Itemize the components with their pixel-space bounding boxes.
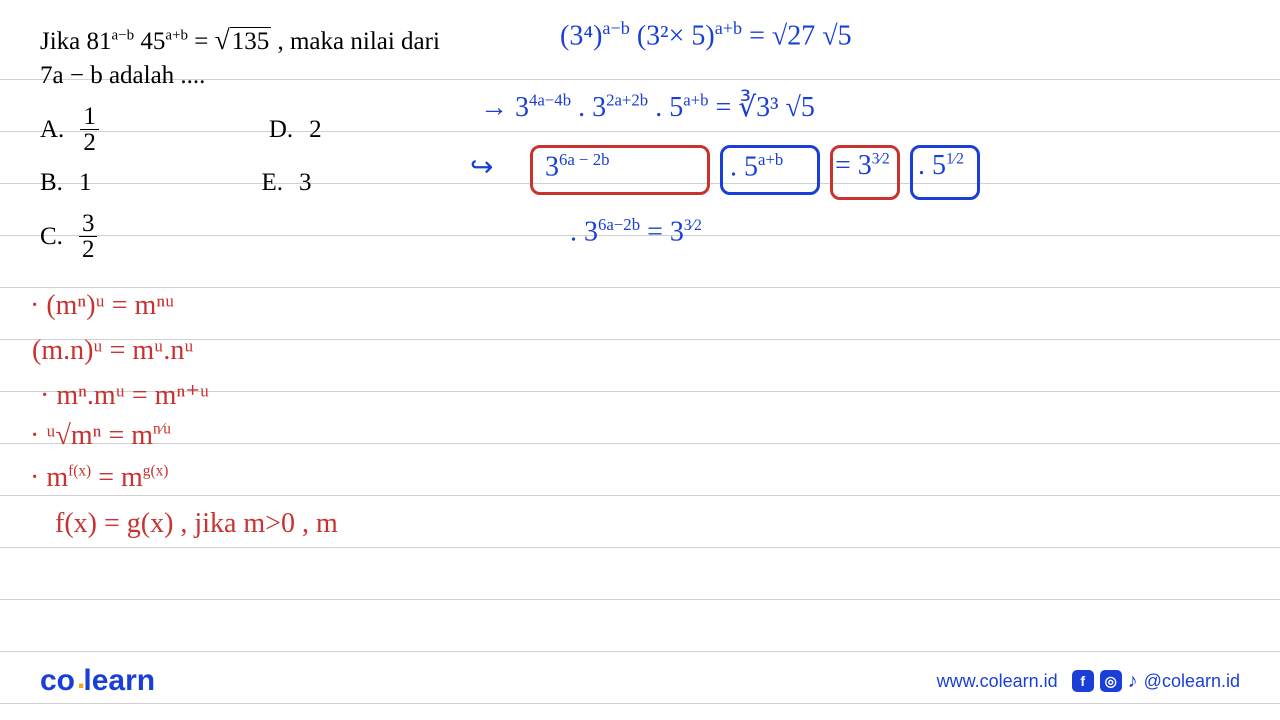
hw1-base: (3⁴) xyxy=(560,20,602,51)
hw-blue-4: . 36a−2b = 33⁄2 xyxy=(570,215,702,248)
brand-logo: co.learn xyxy=(40,664,155,698)
option-a: A. 12 xyxy=(40,104,99,155)
hw-red-1: · (mⁿ)ᵘ = mⁿᵘ xyxy=(30,290,174,322)
hw1-exp: a−b xyxy=(602,18,629,38)
hw5g: 3⁄2 xyxy=(872,151,890,168)
question-line-2: 7a − b adalah .... xyxy=(40,62,1240,90)
exp1: a−b xyxy=(112,28,135,44)
hw4e: a+b xyxy=(683,91,708,110)
hw-blue-3b: 36a − 2b xyxy=(545,150,609,183)
social-icons: f ◎ ♪ @colearn.id xyxy=(1072,670,1240,693)
hw6: . 3 xyxy=(570,216,598,247)
hw5h: . 5 xyxy=(918,150,946,181)
brand-co: co xyxy=(40,664,75,697)
hw4d: . 5 xyxy=(655,92,683,123)
r4exp: n⁄u xyxy=(153,421,171,438)
footer: co.learn www.colearn.id f ◎ ♪ @colearn.i… xyxy=(40,664,1240,698)
hw3: = √27 √5 xyxy=(749,20,852,51)
hw-red-4: · ᵘ√mⁿ = mn⁄u xyxy=(30,420,171,452)
r5a: f(x) xyxy=(68,463,91,480)
sqrt-val: 135 xyxy=(230,27,272,55)
option-c: C. 32 xyxy=(40,211,97,262)
footer-url: www.colearn.id xyxy=(937,671,1058,692)
tiktok-icon: ♪ xyxy=(1128,670,1138,693)
facebook-icon: f xyxy=(1072,670,1094,692)
hw2-exp: a+b xyxy=(715,18,742,38)
opt-b-val: 1 xyxy=(79,169,92,197)
hw-red-6: f(x) = g(x) , jika m>0 , m xyxy=(55,508,338,540)
q-post: = xyxy=(194,28,214,55)
opt-b-label: B. xyxy=(40,169,63,197)
hw-blue-3a: ↪ xyxy=(470,150,493,184)
footer-handle: @colearn.id xyxy=(1144,671,1240,692)
hw6b: = 3 xyxy=(647,216,684,247)
hw4f: = ∛3³ √5 xyxy=(716,92,815,123)
hw4a: 4a−4b xyxy=(529,91,571,110)
q-mid: 45 xyxy=(140,28,165,55)
hw4b: . 3 xyxy=(578,92,606,123)
exp2: a+b xyxy=(165,28,188,44)
instagram-icon: ◎ xyxy=(1100,670,1122,692)
opt-d-label: D. xyxy=(269,116,293,144)
brand-dot: . xyxy=(77,662,85,695)
hw5b: 3 xyxy=(545,151,559,182)
r4: · ᵘ√mⁿ = m xyxy=(30,420,153,451)
opt-a-den: 2 xyxy=(80,130,99,155)
hw-blue-3d: = 33⁄2 xyxy=(835,150,890,182)
hw-blue-3e: . 51⁄2 xyxy=(918,150,964,182)
opt-c-num: 3 xyxy=(79,211,98,237)
opt-e-label: E. xyxy=(261,169,283,197)
opt-d-val: 2 xyxy=(309,116,322,144)
opt-e-val: 3 xyxy=(299,169,312,197)
hw6c: 3⁄2 xyxy=(684,217,702,234)
hw6a: 6a−2b xyxy=(598,215,640,234)
option-b: B. 1 xyxy=(40,169,91,197)
hw-blue-2: → 34a−4b . 32a+2b . 5a+b = ∛3³ √5 xyxy=(480,90,815,124)
hw5d: . 5 xyxy=(730,151,758,182)
sqrt-sym: √ xyxy=(215,24,230,55)
brand-learn: learn xyxy=(83,664,155,697)
r5c: g(x) xyxy=(143,463,169,480)
option-d: D. 2 xyxy=(269,104,322,155)
hw5f: = 3 xyxy=(835,150,872,181)
hw-red-3: · mⁿ.mᵘ = mⁿ⁺ᵘ xyxy=(40,378,209,412)
option-e: E. 3 xyxy=(261,169,311,197)
hw-red-5: · mf(x) = mg(x) xyxy=(30,462,168,494)
hw4c: 2a+2b xyxy=(606,91,648,110)
opt-c-label: C. xyxy=(40,223,63,251)
footer-right: www.colearn.id f ◎ ♪ @colearn.id xyxy=(937,670,1240,693)
opt-a-num: 1 xyxy=(80,104,99,130)
q-pre: Jika 81 xyxy=(40,28,112,55)
hw4: → 3 xyxy=(480,92,529,123)
hw-red-2: (m.n)ᵘ = mᵘ.nᵘ xyxy=(32,335,194,367)
hw5c: 6a − 2b xyxy=(559,150,609,169)
hw-blue-3c: . 5a+b xyxy=(730,150,783,183)
hw5i: 1⁄2 xyxy=(946,151,964,168)
r5b: = m xyxy=(98,462,143,493)
r5: · m xyxy=(30,462,68,493)
opt-a-label: A. xyxy=(40,116,64,144)
hw-blue-1: (3⁴)a−b (3²× 5)a+b = √27 √5 xyxy=(560,18,852,52)
hw2-base: (3²× 5) xyxy=(637,20,715,51)
q-end: , maka nilai dari xyxy=(277,28,439,55)
opt-c-den: 2 xyxy=(79,237,98,262)
hw5e: a+b xyxy=(758,150,783,169)
